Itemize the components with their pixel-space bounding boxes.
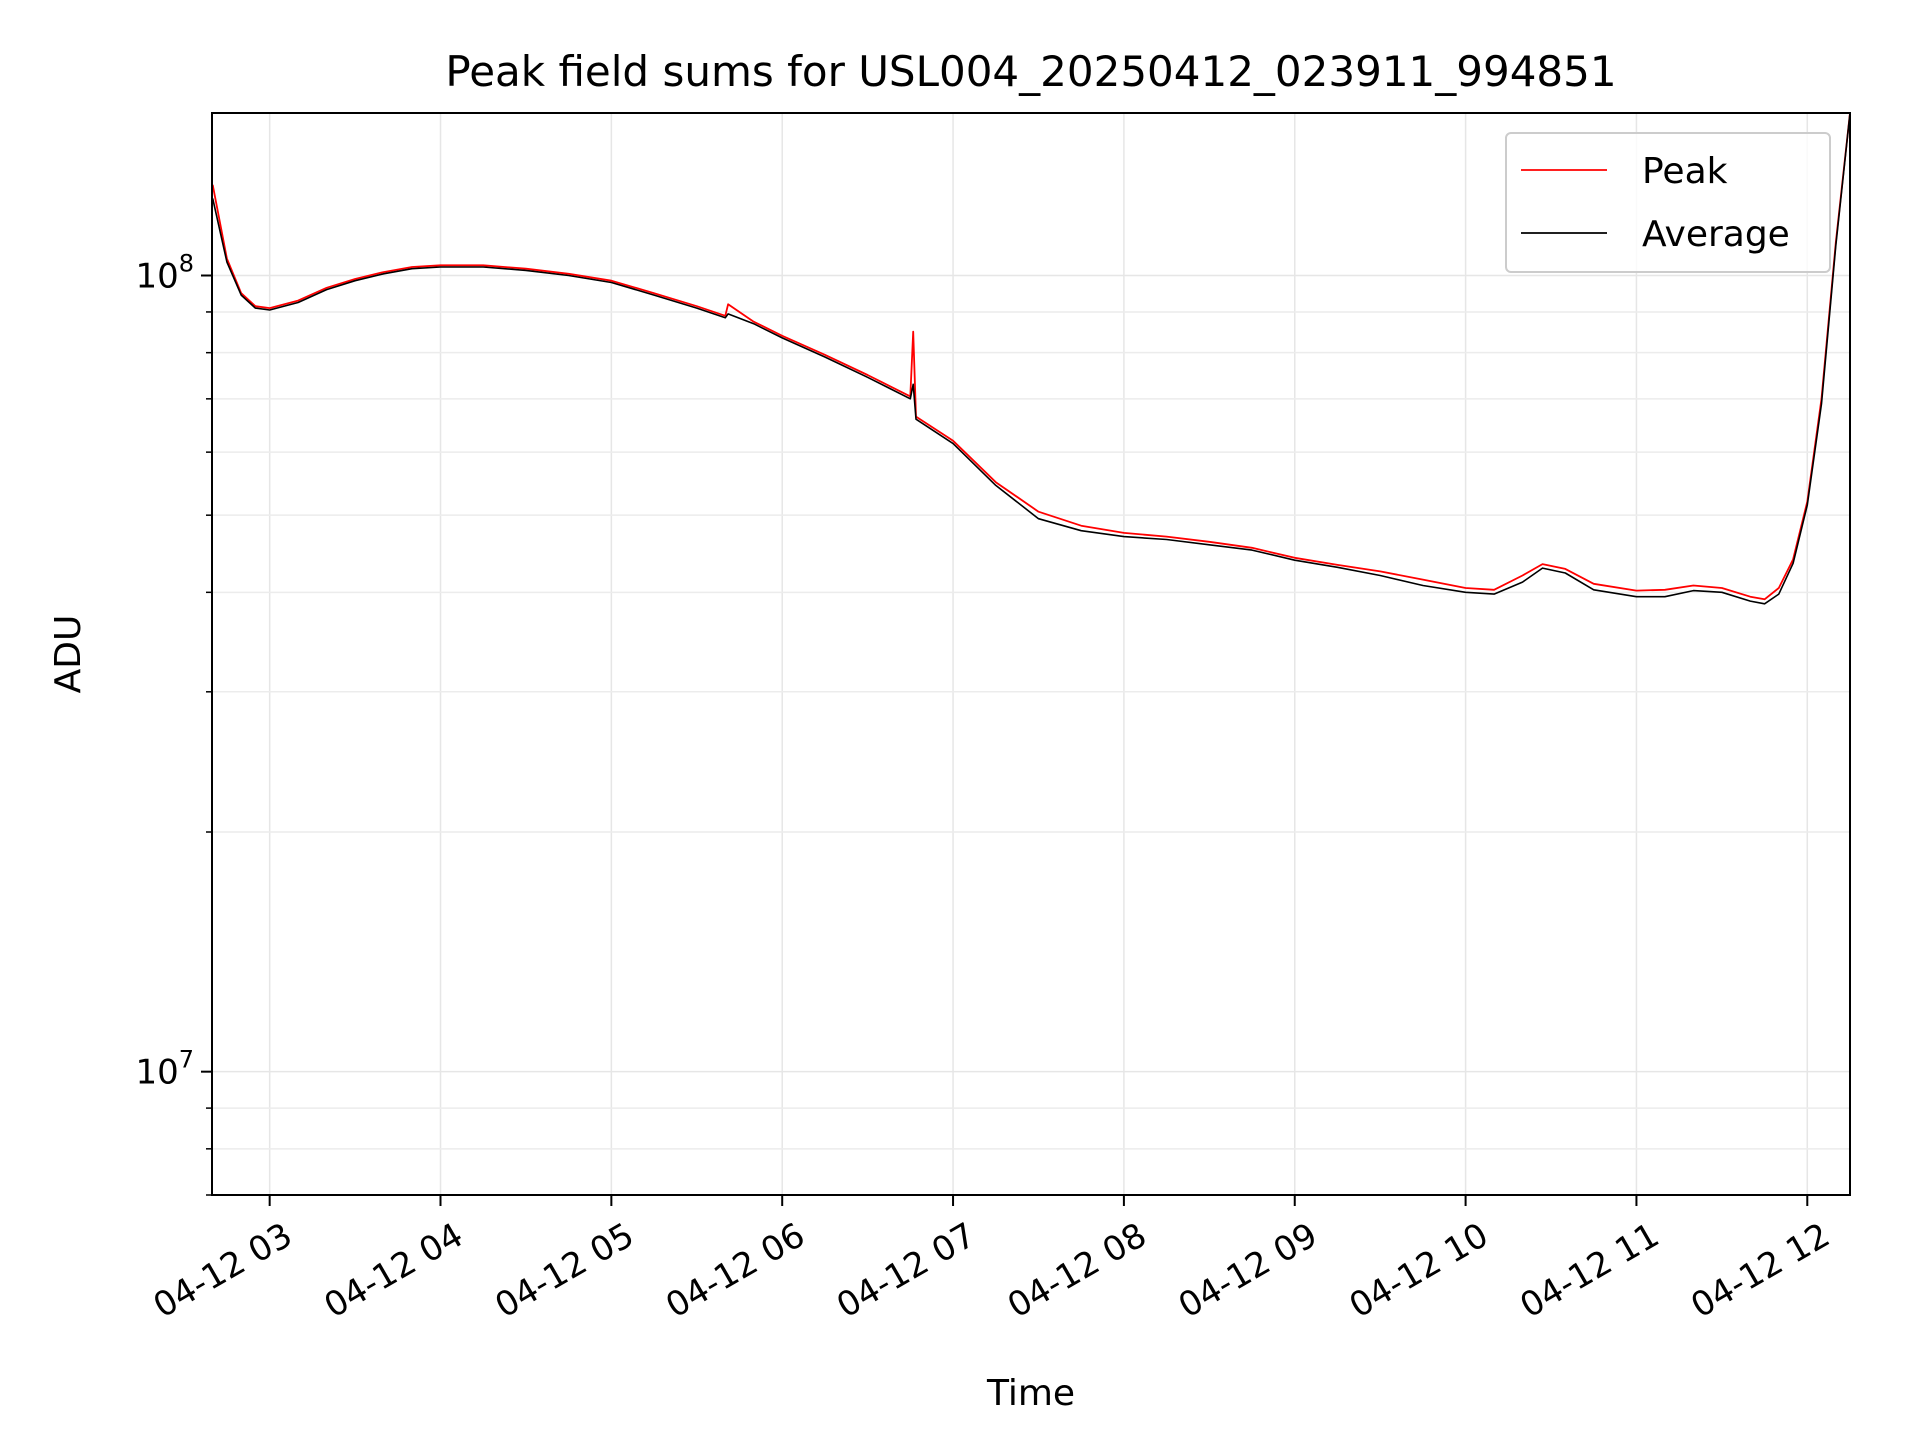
y-tick-label: 108: [135, 250, 194, 297]
y-axis-label: ADU: [48, 615, 89, 694]
x-tick-label: 04-12 04: [318, 1215, 470, 1326]
x-tick-label: 04-12 03: [147, 1215, 299, 1326]
x-tick-label: 04-12 09: [1172, 1215, 1324, 1326]
x-tick-label: 04-12 05: [488, 1215, 640, 1326]
x-tick-label: 04-12 06: [659, 1215, 811, 1326]
ticks: 04-12 03 04-12 04 04-12 05 04-12 06 04-12 07…: [135, 250, 1836, 1327]
x-tick-label: 04-12 07: [830, 1215, 982, 1326]
legend-box: [1505, 132, 1831, 273]
legend-label-peak: Peak: [1642, 151, 1728, 192]
x-tick-label: 04-12 11: [1514, 1215, 1666, 1326]
y-tick-label: 107: [135, 1046, 194, 1093]
grid: [212, 113, 1850, 1196]
series-layer: [211, 112, 1851, 605]
x-tick-label: 04-12 08: [1001, 1215, 1153, 1326]
legend-label-average: Average: [1642, 214, 1790, 255]
x-axis-label: Time: [986, 1373, 1075, 1414]
series-line-peak: [211, 112, 1851, 601]
series-line-average: [211, 112, 1851, 605]
chart-title: Peak field sums for USL004_20250412_0239…: [445, 47, 1616, 96]
x-tick-label: 04-12 10: [1343, 1215, 1495, 1326]
legend[interactable]: Peak Average: [1505, 132, 1831, 273]
plot-frame: [211, 112, 1851, 1196]
x-tick-label: 04-12 12: [1684, 1215, 1836, 1326]
